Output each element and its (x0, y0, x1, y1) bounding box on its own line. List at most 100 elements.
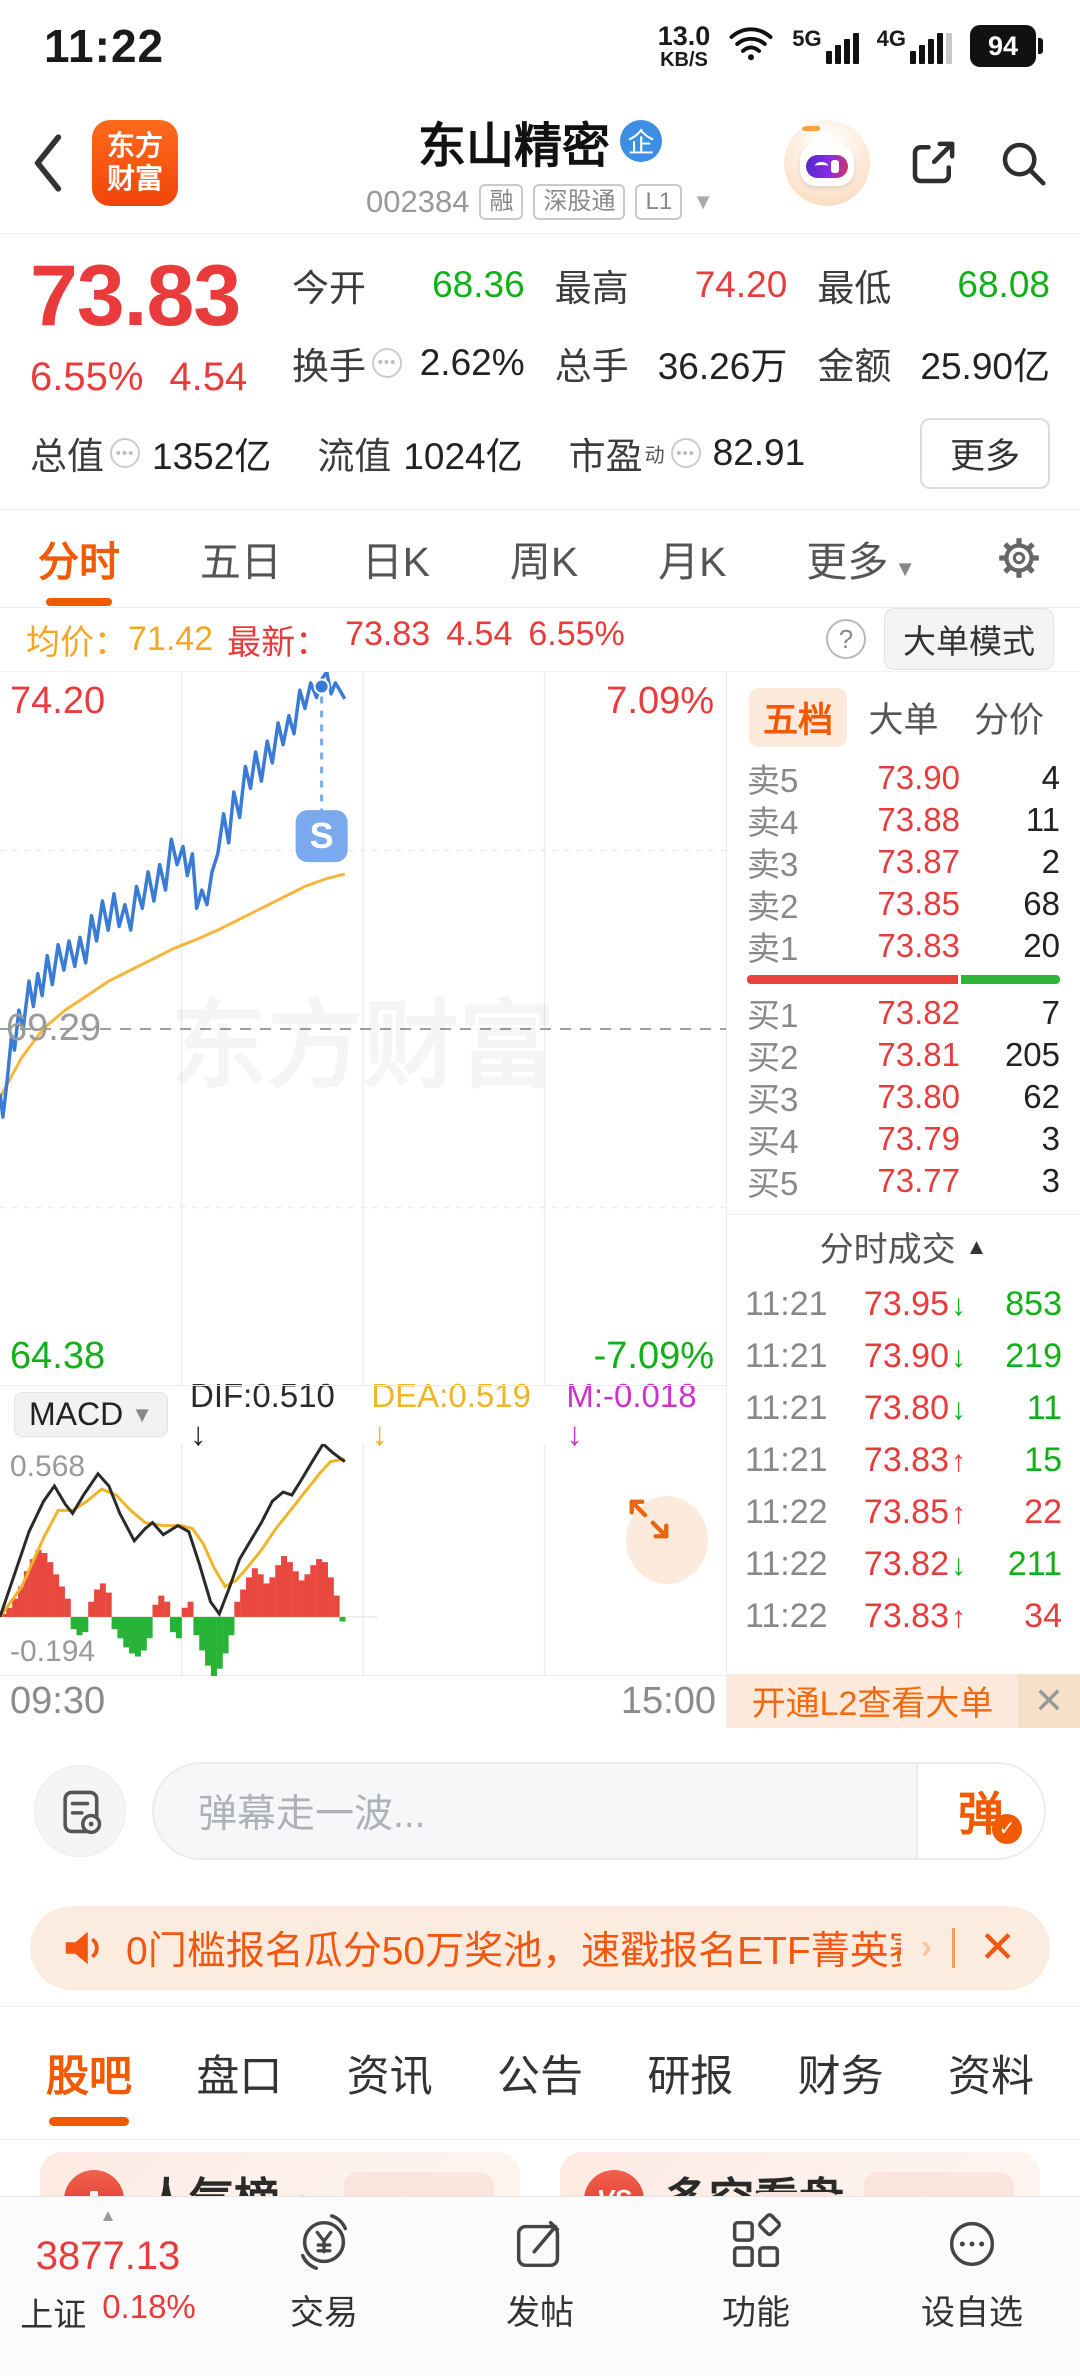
connect-tag: 深股通 (533, 183, 626, 220)
level-tag: L1 (635, 183, 683, 220)
macd-max-label: 0.568 (10, 1449, 86, 1483)
tab-big-orders[interactable]: 大单 (868, 700, 939, 740)
order-panel-tabs: 五档 大单 分价 (727, 672, 1080, 757)
order-row-buy[interactable]: 买2 73.81 205 (747, 1035, 1060, 1076)
status-icons: 13.0 KB/S 5G 4G 94 (658, 22, 1043, 70)
close-icon[interactable]: ✕ (979, 1923, 1016, 1973)
minute-chart[interactable]: 东方财富 S 74.20 7.09% 69.29 64.38 -7.09% (0, 671, 726, 1386)
compose-icon (509, 2209, 571, 2275)
assistant-avatar[interactable] (784, 119, 870, 206)
macd-dif-value: DIF:0.510 ↓ (190, 1376, 335, 1452)
order-row-buy[interactable]: 买4 73.79 3 (747, 1119, 1060, 1160)
order-row-buy[interactable]: 买5 73.77 3 (747, 1161, 1060, 1202)
tick-trade-row[interactable]: 11:22 73.85↑ 22 (745, 1493, 1062, 1532)
divider (952, 1927, 956, 1968)
info-icon[interactable]: ••• (110, 438, 140, 469)
stat-amount: 金额 25.90亿 (817, 345, 1050, 387)
big-order-mode-button[interactable]: 大单模式 (884, 608, 1054, 671)
nav-trade[interactable]: 交易 (216, 2205, 432, 2376)
promo-banner[interactable]: 0门槛报名瓜分50万奖池，速戳报名ETF菁英赛 › ✕ (30, 1905, 1050, 1990)
tab-news[interactable]: 资讯 (346, 2052, 433, 2101)
more-stats-button[interactable]: 更多 (919, 417, 1050, 489)
close-icon[interactable]: ✕ (1018, 1673, 1080, 1728)
tick-trade-row[interactable]: 11:22 73.83↑ 34 (745, 1597, 1062, 1636)
index-value: 3877.13 (35, 2234, 181, 2278)
signal-5g-icon: 5G (792, 28, 859, 64)
send-danmaku-button[interactable]: 弹 ✓ (916, 1763, 1044, 1858)
nav-index-summary[interactable]: ▲ 3877.13 上证 0.18% (0, 2205, 216, 2376)
order-row-buy[interactable]: 买3 73.80 62 (747, 1077, 1060, 1118)
tab-minute[interactable]: 分时 (36, 520, 122, 596)
gear-icon[interactable] (994, 533, 1044, 583)
nav-post[interactable]: 发帖 (432, 2205, 648, 2376)
tick-trade-row[interactable]: 11:22 73.82↓ 211 (745, 1545, 1062, 1584)
order-row-sell[interactable]: 卖1 73.83 20 (747, 926, 1060, 967)
info-icon[interactable]: ••• (372, 347, 402, 378)
l2-upsell-strip[interactable]: 开通L2查看大单 ✕ (727, 1673, 1080, 1728)
back-button[interactable] (30, 132, 66, 194)
search-icon[interactable] (996, 136, 1050, 190)
tab-announcements[interactable]: 公告 (496, 2052, 583, 2101)
tab-5day[interactable]: 五日 (199, 539, 282, 586)
enterprise-badge[interactable]: 企 (620, 119, 662, 162)
comment-input[interactable]: 弹幕走一波... 弹 ✓ (152, 1761, 1046, 1860)
chart-min-pct-label: -7.09% (593, 1334, 714, 1377)
stat-low: 最低 68.08 (817, 264, 1050, 309)
tick-trade-row[interactable]: 11:21 73.83↑ 15 (745, 1441, 1062, 1480)
price-change: 6.55% 4.54 (30, 354, 248, 399)
nav-add-watchlist[interactable]: 设自选 (864, 2205, 1080, 2376)
fullscreen-chart-button[interactable] (626, 1495, 708, 1584)
tab-five-levels[interactable]: 五档 (749, 687, 848, 747)
tab-profile[interactable]: 资料 (947, 2052, 1034, 2101)
banner-text: 0门槛报名瓜分50万奖池，速戳报名ETF菁英赛 (126, 1929, 901, 1973)
info-icon[interactable]: ••• (670, 438, 701, 469)
tick-trade-row[interactable]: 11:21 73.95↓ 853 (745, 1285, 1062, 1324)
eastmoney-logo[interactable]: 东方 财富 (92, 119, 178, 206)
danmaku-list-icon[interactable] (34, 1764, 126, 1857)
minute-chart-canvas[interactable]: 东方财富 S (0, 671, 726, 1386)
macd-chart[interactable]: 0.568 -0.194 (0, 1443, 726, 1676)
trade-icon (293, 2209, 355, 2275)
chart-max-label: 74.20 (10, 679, 106, 722)
share-icon[interactable] (906, 136, 960, 190)
order-row-sell[interactable]: 卖2 73.85 68 (747, 884, 1060, 925)
order-panel: 五档 大单 分价 卖5 73.90 4 卖4 73.88 11 卖3 73.87 2 卖2 73.8… (726, 671, 1080, 1728)
tab-monthly-k[interactable]: 月K (658, 539, 727, 586)
index-name: 上证 (20, 2296, 87, 2333)
last-price: 73.83 (30, 248, 241, 344)
tick-trade-row[interactable]: 11:21 73.80↓ 11 (745, 1389, 1062, 1428)
tick-trade-row[interactable]: 11:21 73.90↓ 219 (745, 1337, 1062, 1376)
tab-research[interactable]: 研报 (647, 2052, 734, 2101)
chevron-down-icon[interactable]: ▼ (692, 188, 714, 214)
order-row-sell[interactable]: 卖5 73.90 4 (747, 758, 1060, 799)
help-icon[interactable]: ? (826, 619, 866, 660)
tick-trades-header[interactable]: 分时成交 ▲ (819, 1231, 988, 1270)
nav-functions[interactable]: 功能 (648, 2205, 864, 2376)
chart-period-tabs: 分时 五日 日K 周K 月K 更多 ▼ (0, 510, 1080, 608)
tab-daily-k[interactable]: 日K (361, 539, 431, 586)
sell-signal-marker[interactable]: S (295, 678, 348, 863)
latest-price-legend: 最新： 73.83 4.54 6.55% (227, 614, 625, 662)
tab-guba[interactable]: 股吧 (46, 2034, 132, 2112)
macd-dea-value: DEA:0.519 ↓ (371, 1376, 531, 1452)
order-row-sell[interactable]: 卖3 73.87 2 (747, 842, 1060, 883)
tab-financials[interactable]: 财务 (797, 2052, 884, 2101)
dea-line (0, 1457, 346, 1618)
indicator-selector[interactable]: MACD ▼ (14, 1392, 168, 1438)
macd-chart-canvas[interactable] (0, 1443, 726, 1676)
stat-high: 最高 74.20 (554, 264, 788, 309)
tab-more-periods[interactable]: 更多 ▼ (806, 539, 917, 586)
chart-max-pct-label: 7.09% (606, 679, 714, 722)
order-row-buy[interactable]: 买1 73.82 7 (747, 993, 1060, 1034)
market-area: 东方财富 S 74.20 7.09% 69.29 64.38 -7.09% MAC… (0, 671, 1080, 1728)
order-row-sell[interactable]: 卖4 73.88 11 (747, 800, 1060, 841)
stat-turnover: 换手 ••• 2.62% (292, 341, 525, 387)
tab-weekly-k[interactable]: 周K (509, 539, 579, 586)
stat-pe-ratio: 市盈动 ••• 82.91 (568, 432, 806, 478)
stock-code: 002384 (366, 183, 470, 219)
time-axis: 09:30 15:00 (0, 1676, 726, 1728)
buy-sell-ratio-bar (747, 974, 1060, 984)
tab-price-volume[interactable]: 分价 (973, 700, 1044, 740)
tab-pankou[interactable]: 盘口 (196, 2052, 283, 2101)
